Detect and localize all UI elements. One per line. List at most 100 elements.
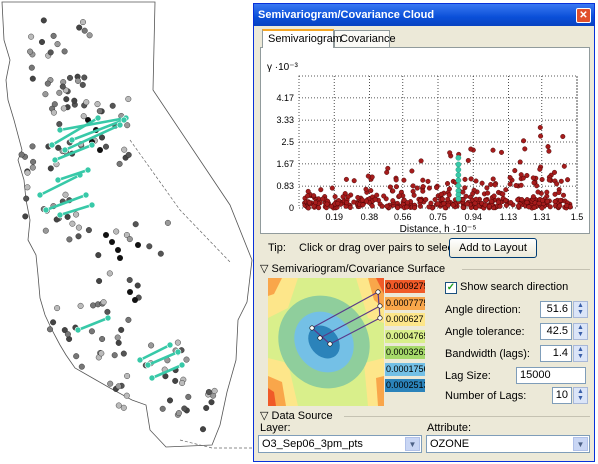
data-point[interactable] xyxy=(401,177,407,183)
sample-point[interactable] xyxy=(63,96,70,103)
add-to-layout-button[interactable]: Add to Layout xyxy=(449,238,537,258)
data-point[interactable] xyxy=(432,197,438,203)
sample-point[interactable] xyxy=(56,121,63,128)
data-point[interactable] xyxy=(420,177,426,183)
sample-point[interactable] xyxy=(181,405,188,412)
selected-pair-point[interactable] xyxy=(42,206,50,214)
sample-point[interactable] xyxy=(24,169,31,176)
sample-point[interactable] xyxy=(78,363,85,370)
sample-point[interactable] xyxy=(107,380,114,387)
data-point[interactable] xyxy=(531,204,537,210)
sample-point[interactable] xyxy=(88,328,95,335)
data-point[interactable] xyxy=(546,148,552,154)
sample-point[interactable] xyxy=(148,342,155,349)
data-point[interactable] xyxy=(384,169,390,175)
data-point[interactable] xyxy=(313,200,319,206)
sample-point[interactable] xyxy=(50,109,57,116)
selected-pair-point[interactable] xyxy=(120,116,128,124)
sample-point[interactable] xyxy=(109,102,116,109)
show-search-direction-checkbox[interactable]: ✓ xyxy=(445,282,457,294)
sample-point[interactable] xyxy=(125,151,132,158)
sample-point[interactable] xyxy=(96,108,103,115)
sample-point[interactable] xyxy=(44,80,51,87)
data-point[interactable] xyxy=(479,180,485,186)
selected-pair-point[interactable] xyxy=(84,166,92,174)
data-point[interactable] xyxy=(445,202,451,208)
sample-point[interactable] xyxy=(83,99,90,106)
selected-point[interactable] xyxy=(455,166,462,173)
data-point[interactable] xyxy=(324,201,330,207)
data-point[interactable] xyxy=(460,189,466,195)
sample-point[interactable] xyxy=(102,143,109,150)
angle-direction-spinner[interactable]: ▲ ▼ xyxy=(573,301,588,318)
data-point[interactable] xyxy=(329,185,335,191)
data-point[interactable] xyxy=(558,178,564,184)
sample-point[interactable] xyxy=(115,339,122,346)
sample-point[interactable] xyxy=(132,221,139,228)
sample-point[interactable] xyxy=(104,308,111,315)
sample-point[interactable] xyxy=(47,326,54,333)
sample-point[interactable] xyxy=(54,41,61,48)
data-point[interactable] xyxy=(363,186,369,192)
data-point[interactable] xyxy=(513,182,519,188)
sample-point[interactable] xyxy=(75,224,82,231)
data-point[interactable] xyxy=(497,203,503,209)
sample-point[interactable] xyxy=(47,165,54,172)
data-point[interactable] xyxy=(423,196,429,202)
data-point[interactable] xyxy=(418,158,424,164)
lag-size-input[interactable]: 15000 xyxy=(516,367,586,384)
data-point[interactable] xyxy=(560,133,566,139)
data-point[interactable] xyxy=(484,185,490,191)
data-point[interactable] xyxy=(428,200,434,206)
data-point[interactable] xyxy=(446,192,452,198)
layer-select[interactable]: O3_Sep06_3pm_pts ▼ xyxy=(258,435,422,453)
selected-pair-point[interactable] xyxy=(74,326,82,334)
data-point[interactable] xyxy=(379,203,385,209)
sample-point[interactable] xyxy=(86,32,93,39)
data-point[interactable] xyxy=(426,185,432,191)
sample-point[interactable] xyxy=(99,336,106,343)
sample-point[interactable] xyxy=(23,195,30,202)
surface-section-header[interactable]: ▽ Semivariogram/Covariance Surface xyxy=(260,262,445,275)
selected-pair-point[interactable] xyxy=(136,356,144,364)
sample-point[interactable] xyxy=(24,184,31,191)
data-point[interactable] xyxy=(409,168,415,174)
number-of-lags-spinner[interactable]: ▲ ▼ xyxy=(573,387,588,404)
selected-pair-point[interactable] xyxy=(88,141,96,149)
data-point[interactable] xyxy=(311,193,317,199)
data-point[interactable] xyxy=(328,203,334,209)
data-point[interactable] xyxy=(565,177,571,183)
selected-pair-point[interactable] xyxy=(88,201,96,209)
sample-point[interactable] xyxy=(71,97,78,104)
data-point[interactable] xyxy=(305,193,311,199)
data-point[interactable] xyxy=(351,178,357,184)
selected-point[interactable] xyxy=(455,177,462,184)
sample-point[interactable] xyxy=(98,350,105,357)
sample-point[interactable] xyxy=(53,216,60,223)
data-point[interactable] xyxy=(395,205,401,211)
variogram-surface[interactable]: 0.0009279 0.0007775 0.000627 0.0004765 0.000… xyxy=(268,278,426,406)
sample-point[interactable] xyxy=(28,33,35,40)
sample-point[interactable] xyxy=(146,243,153,250)
sample-point[interactable] xyxy=(183,356,190,363)
data-point[interactable] xyxy=(522,146,528,152)
data-point[interactable] xyxy=(546,177,552,183)
data-point[interactable] xyxy=(439,196,445,202)
selected-point[interactable] xyxy=(455,172,462,178)
data-point[interactable] xyxy=(483,197,489,203)
data-point[interactable] xyxy=(507,181,513,187)
data-point[interactable] xyxy=(544,198,550,204)
data-point[interactable] xyxy=(390,188,396,194)
data-point[interactable] xyxy=(463,193,469,199)
data-point[interactable] xyxy=(411,192,417,198)
selected-pair-point[interactable] xyxy=(94,114,102,122)
data-point[interactable] xyxy=(557,203,563,209)
data-point[interactable] xyxy=(320,196,326,202)
sample-point[interactable] xyxy=(125,95,132,102)
data-point[interactable] xyxy=(305,205,311,211)
selected-point[interactable] xyxy=(455,195,462,202)
selected-pair-point[interactable] xyxy=(61,146,69,154)
sample-point[interactable] xyxy=(29,164,36,171)
data-point[interactable] xyxy=(536,200,542,206)
selected-point[interactable] xyxy=(455,155,462,161)
